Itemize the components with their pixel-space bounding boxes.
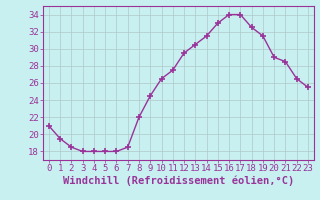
- X-axis label: Windchill (Refroidissement éolien,°C): Windchill (Refroidissement éolien,°C): [63, 176, 294, 186]
